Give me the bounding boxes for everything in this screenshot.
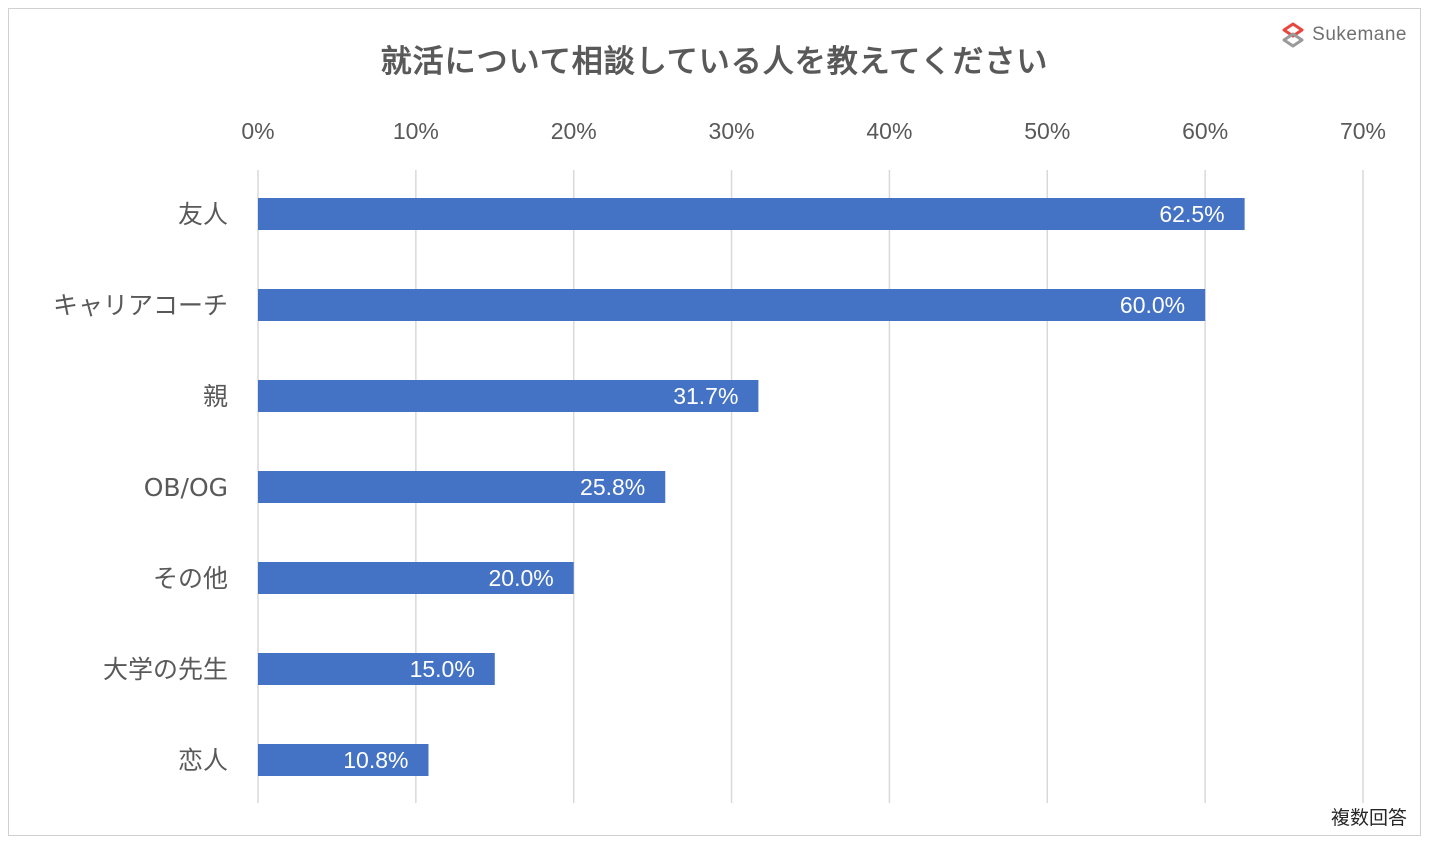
category-label: その他 <box>153 564 228 593</box>
x-tick-label: 50% <box>1024 118 1070 144</box>
data-label: 62.5% <box>1159 201 1224 227</box>
x-tick-label: 70% <box>1340 118 1386 144</box>
brand-logo: Sukemane <box>1280 22 1407 48</box>
chart-frame <box>8 8 1421 836</box>
category-label: OB/OG <box>144 473 228 502</box>
category-label: 大学の先生 <box>103 655 228 684</box>
data-label: 25.8% <box>580 474 645 500</box>
category-label: 恋人 <box>178 746 228 775</box>
chart-title: 就活について相談している人を教えてください <box>380 44 1049 80</box>
bar <box>258 198 1245 230</box>
x-tick-label: 10% <box>393 118 439 144</box>
x-tick-label: 20% <box>551 118 597 144</box>
data-label: 20.0% <box>488 565 553 591</box>
category-label: キャリアコーチ <box>53 291 228 320</box>
bar <box>258 380 759 412</box>
brand-mark-icon <box>1282 22 1304 48</box>
x-tick-label: 0% <box>241 118 274 144</box>
x-tick-label: 60% <box>1182 118 1228 144</box>
bar <box>258 289 1206 321</box>
category-label: 親 <box>203 382 228 411</box>
data-label: 60.0% <box>1120 292 1185 318</box>
data-label: 31.7% <box>673 383 738 409</box>
bar <box>258 471 666 503</box>
bar <box>258 653 495 685</box>
data-label: 10.8% <box>343 747 408 773</box>
x-tick-label: 30% <box>709 118 755 144</box>
footnote-multiple-answers: 複数回答 <box>1330 807 1407 829</box>
data-label: 15.0% <box>410 656 475 682</box>
x-tick-label: 40% <box>866 118 912 144</box>
category-label: 友人 <box>178 200 228 229</box>
brand-name: Sukemane <box>1312 24 1407 45</box>
bar <box>258 562 574 594</box>
bar <box>258 744 429 776</box>
